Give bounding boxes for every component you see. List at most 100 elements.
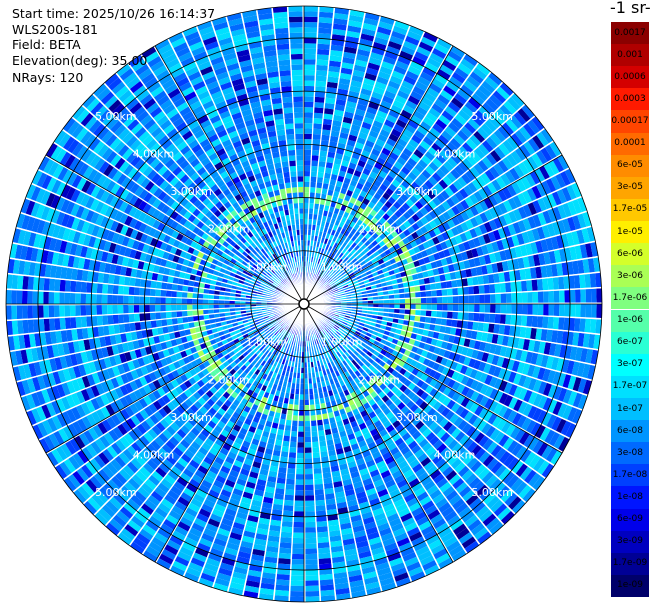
ppi-cell <box>365 436 375 445</box>
ppi-cell <box>464 230 473 241</box>
ppi-cell <box>338 137 348 145</box>
ppi-cell <box>432 47 447 60</box>
ppi-cell <box>315 505 326 512</box>
ppi-cell <box>359 126 370 135</box>
ppi-cell <box>445 280 453 289</box>
ppi-cell <box>309 192 316 199</box>
ppi-cell <box>457 88 471 101</box>
ppi-cell <box>349 316 356 321</box>
ppi-cell <box>334 582 349 590</box>
ppi-cell <box>389 465 400 475</box>
ppi-cell <box>521 315 528 327</box>
ppi-cell <box>316 59 329 66</box>
ppi-cell <box>96 315 103 326</box>
ppi-cell <box>320 456 329 463</box>
ppi-cell <box>335 250 342 257</box>
ppi-cell <box>343 51 356 60</box>
ppi-cell <box>418 197 428 207</box>
ppi-cell <box>408 478 420 488</box>
ppi-cell <box>486 333 494 343</box>
ppi-cell <box>472 237 481 248</box>
ppi-cell <box>418 322 425 329</box>
ppi-cell <box>432 454 443 465</box>
ppi-cell <box>418 258 426 266</box>
ppi-cell <box>316 349 321 356</box>
ppi-cell <box>596 288 602 303</box>
ppi-cell <box>442 145 454 157</box>
ppi-cell <box>367 296 374 301</box>
ppi-cell <box>577 213 587 229</box>
ppi-cell <box>388 428 398 438</box>
ppi-cell <box>467 182 478 193</box>
ppi-cell <box>324 268 329 274</box>
ppi-cell <box>473 130 486 143</box>
ppi-cell <box>502 471 515 485</box>
ppi-cell <box>458 354 466 365</box>
ppi-cell <box>502 437 514 450</box>
ppi-cell <box>540 354 549 368</box>
ppi-cell <box>369 96 382 105</box>
ppi-cell <box>404 556 419 567</box>
ppi-cell <box>350 157 359 165</box>
ppi-cell <box>543 304 549 316</box>
ppi-cell <box>398 288 405 294</box>
ppi-cell <box>422 241 431 250</box>
ppi-cell <box>336 375 343 382</box>
ppi-cell <box>318 204 325 211</box>
ppi-cell <box>325 326 331 332</box>
ppi-cell <box>325 256 331 263</box>
ppi-cell <box>340 373 347 380</box>
ppi-cell <box>304 463 313 469</box>
ppi-cell <box>452 287 459 296</box>
ppi-cell <box>339 463 349 471</box>
ppi-cell <box>330 44 344 52</box>
ppi-cell <box>441 231 450 241</box>
ppi-cell <box>426 304 432 311</box>
ppi-cell <box>413 149 424 159</box>
ppi-cell <box>360 229 368 237</box>
ppi-cell <box>487 231 496 243</box>
ppi-cell <box>349 179 358 188</box>
ppi-cell <box>356 327 363 333</box>
ppi-cell <box>316 414 323 421</box>
ppi-cell <box>521 304 528 315</box>
ppi-cell <box>340 280 347 285</box>
ppi-cell <box>323 113 333 120</box>
ppi-cell <box>384 90 396 100</box>
ppi-cell <box>325 318 331 323</box>
ppi-cell <box>501 122 515 136</box>
ppi-cell <box>440 318 447 326</box>
ppi-cell <box>358 43 372 52</box>
ppi-cell <box>551 416 562 431</box>
ppi-cell <box>466 457 479 469</box>
ppi-cell <box>522 190 532 204</box>
ppi-cell <box>378 572 393 582</box>
ppi-cell <box>465 208 475 219</box>
ppi-cell <box>382 312 389 317</box>
ppi-cell <box>351 519 364 528</box>
ppi-cell <box>430 283 437 290</box>
ppi-cell <box>402 396 411 406</box>
ppi-cell <box>461 346 469 356</box>
ppi-cell <box>454 67 469 80</box>
ppi-cell <box>418 101 431 112</box>
ppi-cell <box>551 191 562 206</box>
ppi-cell <box>375 254 383 262</box>
ppi-cell <box>332 365 338 372</box>
ppi-cell <box>378 304 384 308</box>
ppi-cell <box>417 471 430 482</box>
ppi-cell <box>326 194 333 202</box>
ppi-cell <box>332 268 338 274</box>
ppi-cell <box>420 349 429 358</box>
ppi-cell <box>398 393 407 402</box>
ppi-cell <box>461 386 470 397</box>
ppi-cell <box>362 167 371 176</box>
ppi-cell <box>331 39 345 47</box>
ppi-cell <box>480 265 488 275</box>
ppi-cell <box>375 138 386 148</box>
ppi-cell <box>322 124 332 131</box>
ppi-cell <box>364 367 372 375</box>
ppi-cell <box>403 336 411 344</box>
ppi-cell <box>351 277 358 283</box>
ppi-cell <box>420 304 427 310</box>
